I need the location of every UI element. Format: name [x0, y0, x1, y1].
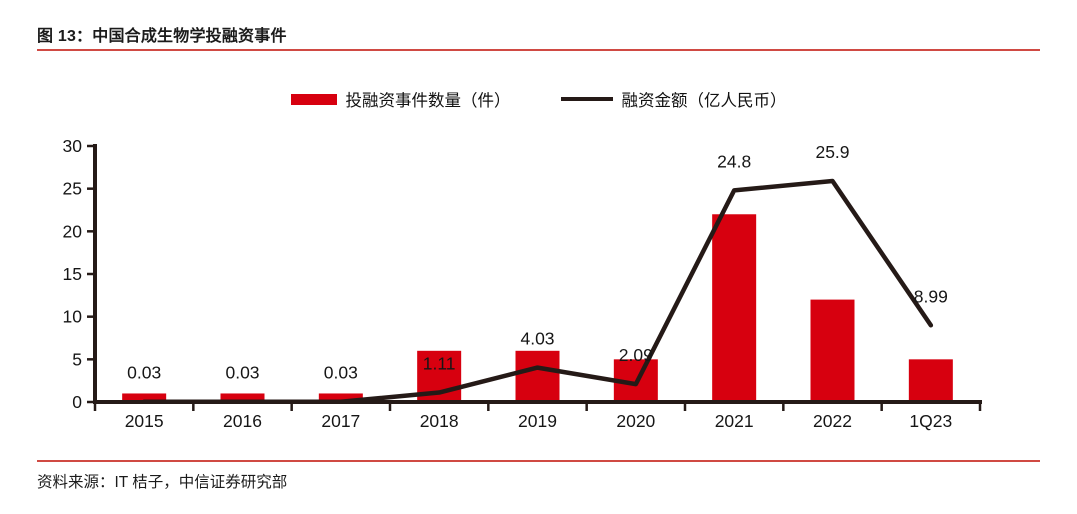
chart-legend: 投融资事件数量（件） 融资金额（亿人民币）	[0, 87, 1077, 111]
line-point-label: 2.09	[619, 345, 653, 365]
figure-title: 图 13：中国合成生物学投融资事件	[37, 28, 287, 45]
x-category-label: 2017	[321, 411, 360, 431]
y-tick-label: 15	[63, 264, 82, 284]
line-point-label: 25.9	[815, 142, 849, 162]
bar-2016	[220, 393, 265, 402]
source-note: 资料来源：IT 桔子，中信证券研究部	[37, 474, 288, 491]
x-category-label: 2015	[125, 411, 164, 431]
y-tick-label: 0	[72, 392, 82, 412]
financing-amount-line	[141, 178, 934, 404]
line-point-label: 1.11	[423, 354, 456, 374]
x-category-label: 1Q23	[909, 411, 952, 431]
y-tick-label: 10	[63, 307, 83, 327]
bar-2015	[122, 393, 167, 402]
y-tick-label: 25	[63, 179, 82, 199]
y-tick-label: 30	[63, 136, 83, 156]
x-category-label: 2020	[616, 411, 655, 431]
x-category-label: 2021	[715, 411, 754, 431]
line-point-label: 24.8	[717, 151, 751, 171]
bar-2019	[515, 350, 560, 402]
line-series-swatch-icon	[560, 97, 613, 101]
bar-series-swatch-icon	[290, 93, 337, 105]
line-point-label: 4.03	[520, 329, 554, 349]
legend-item-line-series: 融资金额（亿人民币）	[560, 87, 787, 111]
bar-2022	[810, 299, 855, 402]
x-category-label: 2019	[518, 411, 557, 431]
line-point-label: 0.03	[127, 363, 161, 383]
x-category-label: 2022	[813, 411, 852, 431]
x-category-label: 2016	[223, 411, 262, 431]
line-series-legend-label: 融资金额（亿人民币）	[621, 92, 787, 110]
title-underline	[37, 49, 1040, 51]
line-point-label: 0.03	[324, 363, 358, 383]
y-tick-label: 5	[72, 349, 82, 369]
x-category-label: 2018	[420, 411, 459, 431]
bar-2017	[318, 393, 363, 402]
line-point-label: 8.99	[914, 286, 948, 306]
legend-item-bar-series: 投融资事件数量（件）	[290, 87, 511, 111]
bar-2021	[712, 214, 757, 402]
bar-series-legend-label: 投融资事件数量（件）	[345, 92, 511, 110]
line-point-label: 0.03	[225, 363, 259, 383]
y-tick-label: 20	[63, 221, 83, 241]
bar-1Q23	[908, 359, 953, 402]
footer-rule	[37, 460, 1040, 462]
